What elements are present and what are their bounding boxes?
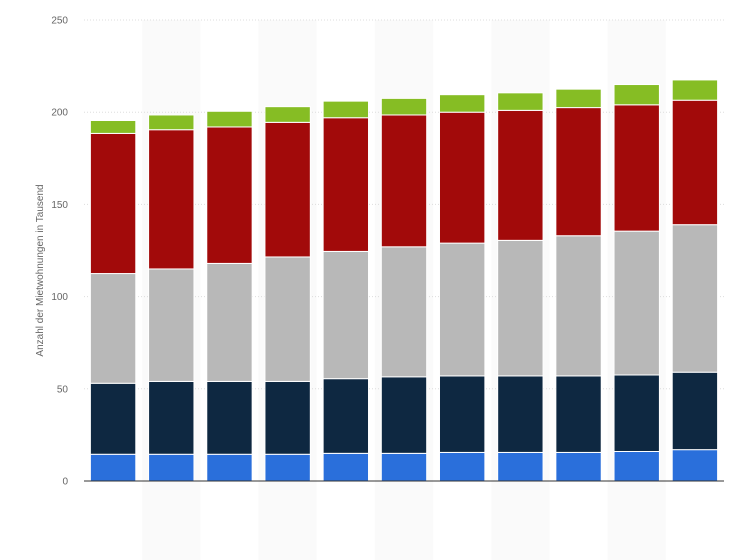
bar-segment[interactable] [89, 453, 137, 482]
bar-segment[interactable] [206, 110, 253, 128]
bar-segment[interactable] [671, 79, 719, 101]
bar-segment[interactable] [264, 106, 311, 123]
bar-segment[interactable] [613, 374, 660, 452]
bar-segment[interactable] [438, 375, 486, 453]
bar-segment[interactable] [613, 230, 660, 376]
bar-segment[interactable] [206, 380, 253, 455]
bar-segment[interactable] [380, 246, 428, 378]
bar-segment[interactable] [148, 129, 195, 270]
y-tick-label: 0 [62, 477, 68, 488]
bar-segment[interactable] [671, 99, 719, 226]
y-tick-labels: 0 50 100 150 200 250 [51, 16, 68, 488]
bar-segment[interactable] [555, 88, 602, 109]
bar-segment[interactable] [264, 453, 311, 482]
bar-segment[interactable] [438, 111, 486, 244]
y-tick-label: 200 [51, 108, 68, 119]
y-tick-label: 100 [51, 292, 68, 303]
bar-segment[interactable] [671, 371, 719, 451]
bar-segment[interactable] [380, 452, 428, 482]
bar-segment[interactable] [148, 268, 195, 382]
bars [89, 79, 719, 482]
bar-segment[interactable] [148, 114, 195, 131]
bar-segment[interactable] [206, 262, 253, 382]
bar-segment[interactable] [148, 380, 195, 455]
bar-segment[interactable] [438, 451, 486, 482]
bar-segment[interactable] [89, 382, 137, 455]
bar-segment[interactable] [497, 92, 544, 111]
bar-segment[interactable] [613, 450, 660, 482]
bar-segment[interactable] [555, 375, 602, 453]
y-axis-title: Anzahl der Mietwohnungen in Tausend [35, 184, 46, 356]
bar-segment[interactable] [555, 235, 602, 377]
y-tick-label: 150 [51, 200, 68, 211]
bar-segment[interactable] [438, 242, 486, 377]
bar-segment[interactable] [206, 126, 253, 264]
bar-segment[interactable] [89, 273, 137, 384]
bar-segment[interactable] [613, 104, 660, 232]
bar-segment[interactable] [322, 250, 370, 380]
bar-segment[interactable] [613, 84, 660, 106]
bar-segment[interactable] [497, 239, 544, 377]
bar-segment[interactable] [671, 224, 719, 373]
bar-segment[interactable] [89, 119, 137, 134]
bar-segment[interactable] [264, 121, 311, 258]
bar-segment[interactable] [671, 449, 719, 482]
bar-segment[interactable] [264, 380, 311, 455]
bar-segment[interactable] [555, 107, 602, 237]
bar-segment[interactable] [497, 109, 544, 241]
bar-segment[interactable] [322, 378, 370, 454]
bar-segment[interactable] [438, 94, 486, 113]
bar-segment[interactable] [555, 451, 602, 482]
bar-segment[interactable] [322, 100, 370, 119]
bar-segment[interactable] [380, 376, 428, 454]
bar-segment[interactable] [497, 375, 544, 453]
bar-segment[interactable] [322, 452, 370, 482]
bar-segment[interactable] [322, 117, 370, 252]
bar-segment[interactable] [148, 453, 195, 482]
bar-segment[interactable] [380, 97, 428, 116]
bar-segment[interactable] [497, 451, 544, 482]
y-tick-label: 250 [51, 16, 68, 27]
bar-segment[interactable] [264, 256, 311, 382]
bar-segment[interactable] [380, 114, 428, 248]
y-tick-label: 50 [57, 384, 69, 395]
bar-segment[interactable] [89, 132, 137, 275]
bar-segment[interactable] [206, 453, 253, 482]
